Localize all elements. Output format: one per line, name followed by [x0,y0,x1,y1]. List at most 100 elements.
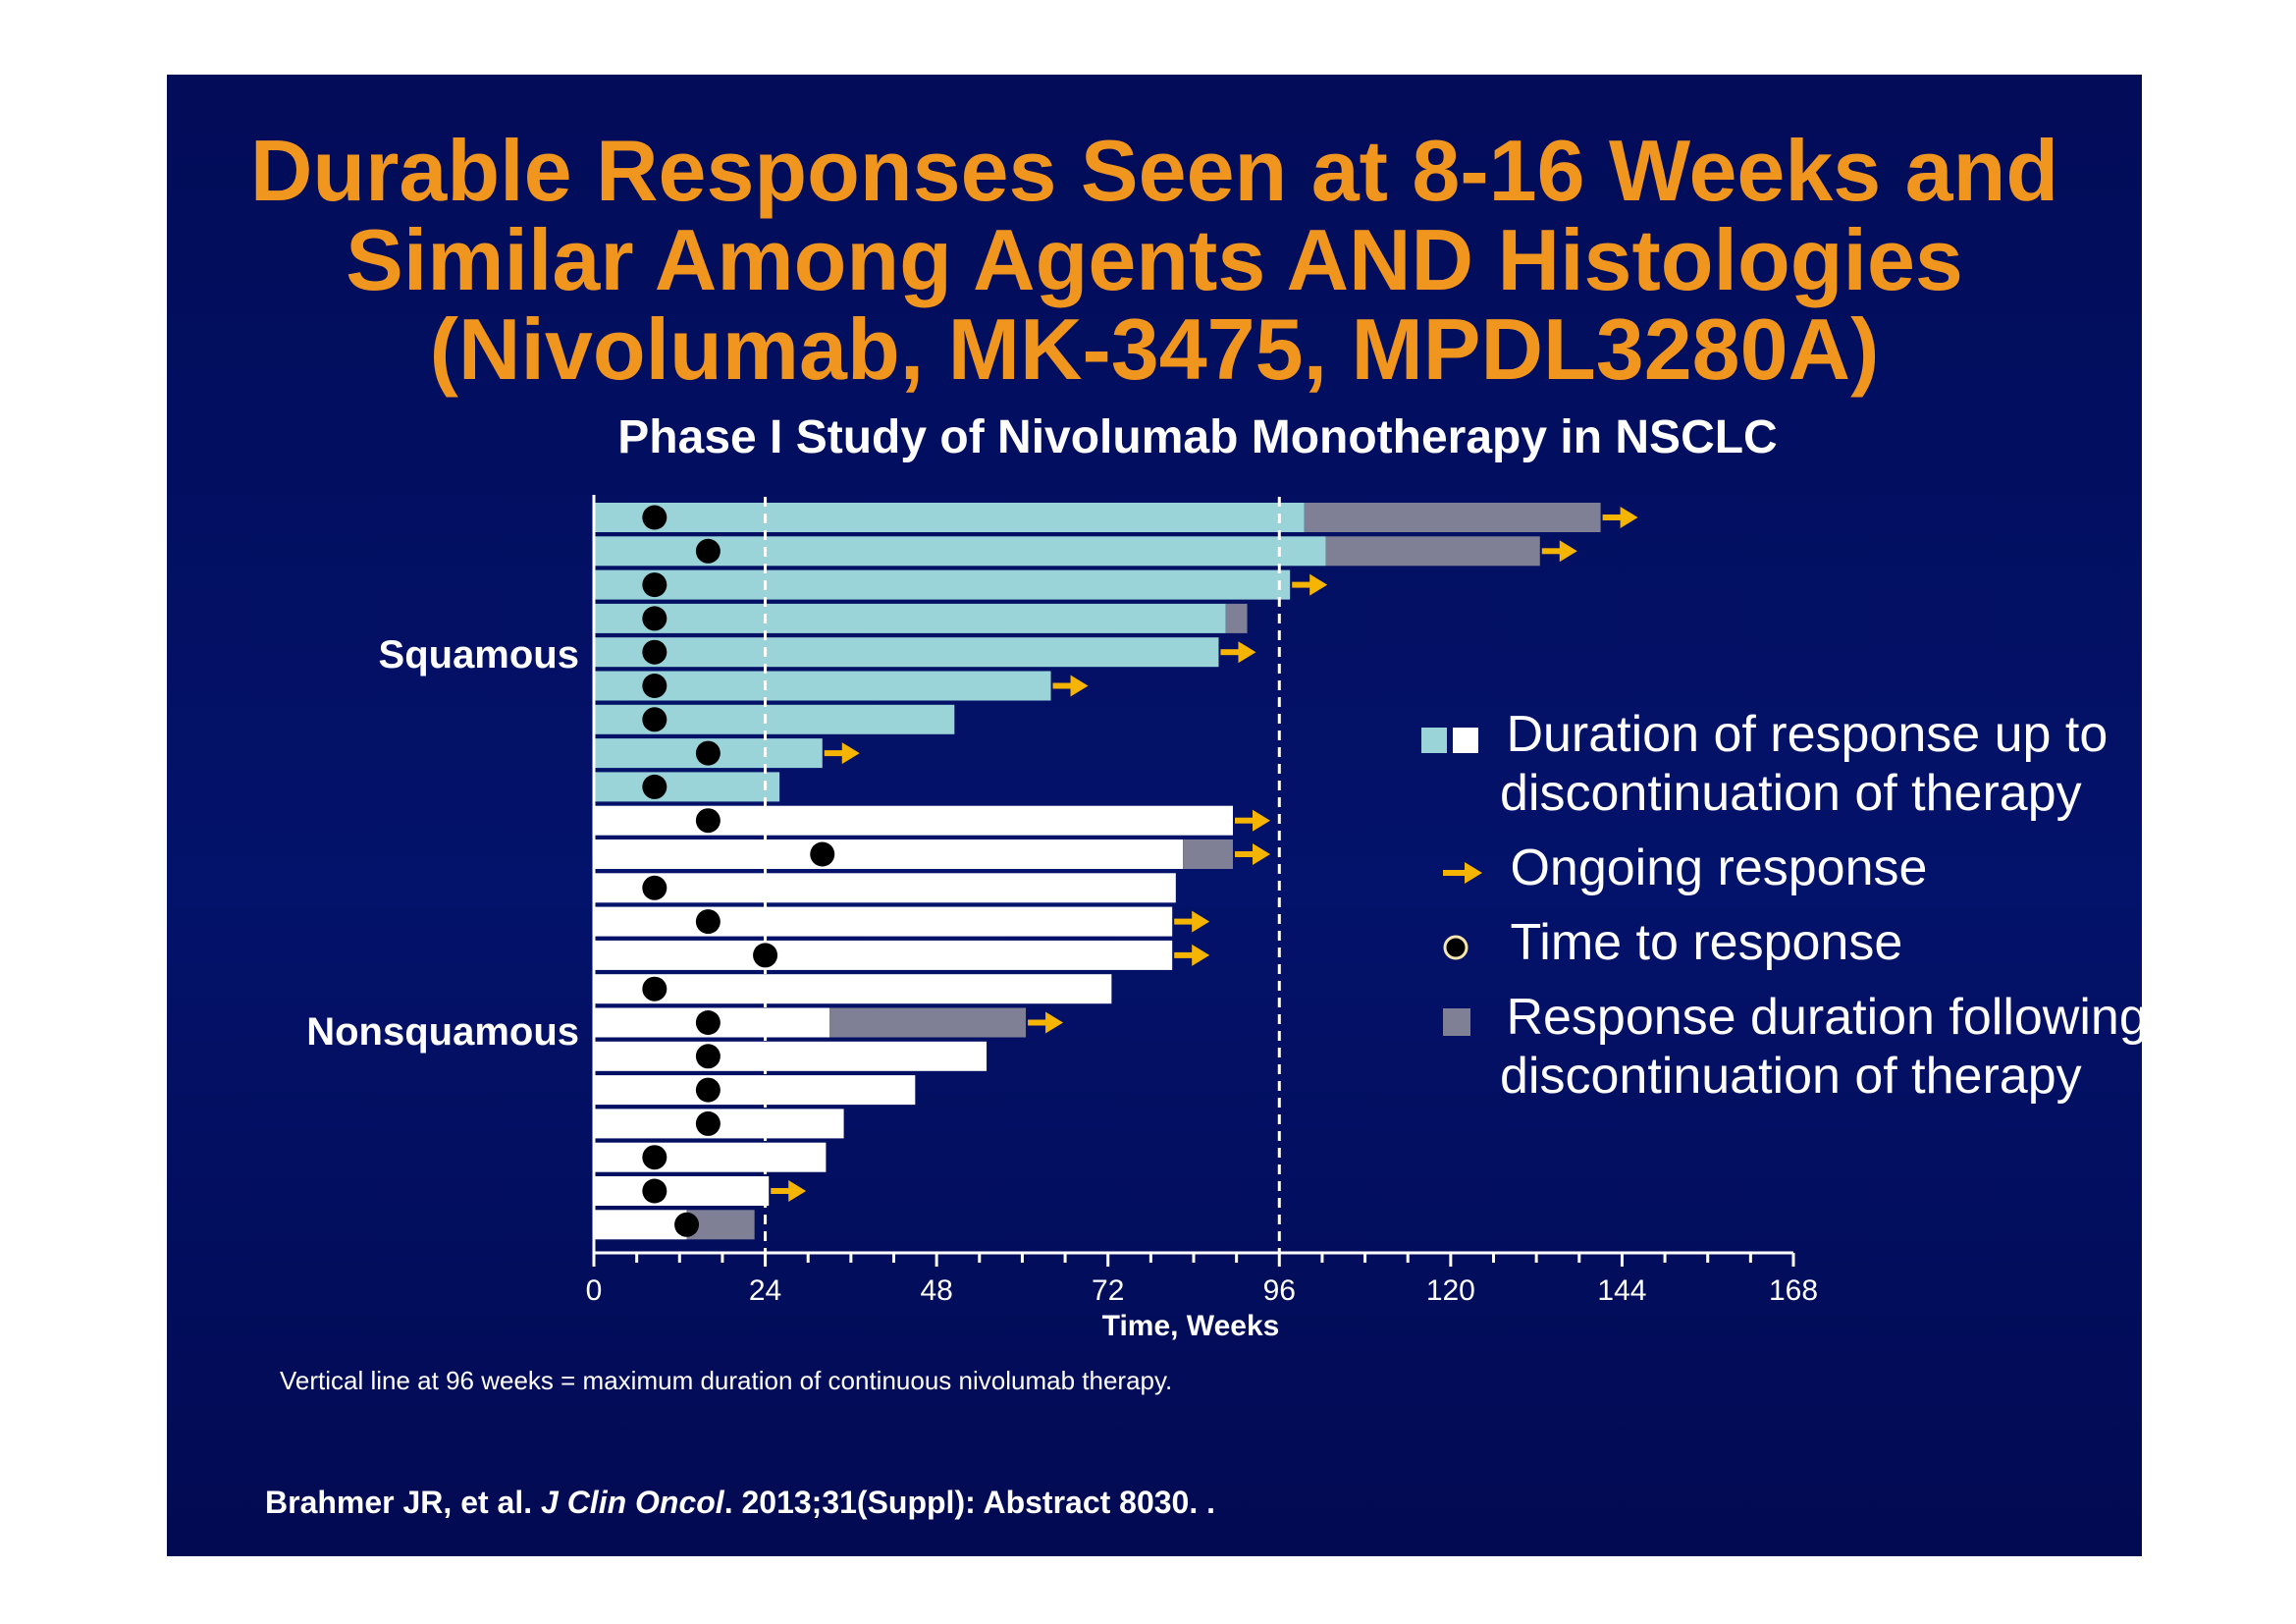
response-marker [674,1212,700,1237]
response-marker [695,740,721,766]
ongoing-arrow-head [1238,641,1256,664]
bar-on-therapy [594,1041,988,1071]
response-marker [642,1145,667,1170]
bar-on-therapy [594,1075,916,1106]
ongoing-arrow-shaft [1541,548,1562,555]
citation-details: . 2013;31(Suppl): Abstract 8030. . [723,1485,1216,1520]
response-marker [642,707,667,732]
ongoing-arrow-shaft [1052,682,1073,689]
ongoing-arrow-shaft [824,750,844,757]
ongoing-arrow-shaft [1235,851,1255,857]
ongoing-arrow-head [1192,944,1210,966]
x-tick-label: 144 [1597,1274,1646,1307]
bar-on-therapy [594,873,1176,903]
bar-on-therapy [594,569,1291,600]
legend-on-therapy-line-2: discontinuation of therapy [1500,765,2082,822]
legend-on-therapy: Duration of response up to [1421,705,2108,764]
bar-on-therapy [594,671,1051,701]
legend-swatch-nonsquamous [1453,728,1478,753]
bar-on-therapy [594,1210,687,1240]
bar-on-therapy [594,603,1226,633]
x-tick-label: 48 [920,1274,952,1307]
ongoing-arrow-head [841,742,860,765]
ongoing-arrow-head [1559,540,1577,563]
bar-on-therapy [594,503,1305,532]
legend-swatch-squamous [1421,728,1447,753]
bar-post-therapy [1183,839,1234,869]
ongoing-arrow-shaft [1220,649,1241,656]
x-tick-label: 168 [1769,1274,1818,1307]
x-tick-label: 72 [1092,1274,1124,1307]
bar-post-therapy [1325,536,1540,567]
slide-title-line-1: Durable Responses Seen at 8-16 Weeks and [249,122,2059,219]
legend-response: Time to response [1421,913,1902,972]
legend-ongoing: Ongoing response [1421,839,1927,897]
bar-on-therapy [594,1142,827,1172]
ongoing-arrow-head [1253,843,1271,865]
bar-on-therapy [594,839,1184,869]
ongoing-arrow-head [1070,675,1089,697]
response-marker [695,1010,721,1035]
legend-post-therapy: Response duration following [1421,988,2142,1047]
bar-on-therapy [594,637,1219,668]
footnote: Vertical line at 96 weeks = maximum dura… [280,1366,1173,1395]
ongoing-arrow-shaft [1174,918,1195,925]
ongoing-arrow-shaft [771,1188,791,1194]
ongoing-arrow-head [788,1180,807,1202]
response-marker [695,1077,721,1103]
citation-journal: J Clin Oncol [541,1485,724,1520]
bar-post-therapy [1225,603,1248,633]
ongoing-arrow-head [1309,573,1328,596]
response-marker [695,1110,721,1136]
response-marker [642,1178,667,1204]
slide-title-line-3: (Nivolumab, MK-3475, MPDL3280A) [429,300,1880,398]
response-marker [642,674,667,698]
ongoing-arrow-head [1620,507,1638,528]
ongoing-arrow-head [1253,809,1271,832]
ongoing-arrow-shaft [1602,514,1623,520]
x-tick-label: 96 [1263,1274,1296,1307]
ongoing-arrow-shaft [1235,817,1255,824]
bar-on-therapy [594,1176,770,1206]
ongoing-arrow-head [1045,1011,1064,1034]
bar-on-therapy [594,805,1234,836]
response-marker [753,943,778,968]
bar-on-therapy [594,940,1173,970]
bar-on-therapy [594,772,780,802]
legend-ongoing-label: Ongoing response [1510,839,1928,896]
bar-on-therapy [594,906,1173,937]
response-marker [695,538,721,564]
legend-on-therapy-line-1: Duration of response up to [1506,706,2109,763]
legend-post-therapy-line-2: discontinuation of therapy [1500,1048,2082,1105]
legend-post-therapy-cont: discontinuation of therapy [1421,1047,2082,1106]
response-marker [695,1044,721,1069]
x-axis-label: Time, Weeks [1102,1310,1280,1342]
citation-authors: Brahmer JR, et al. [265,1485,533,1520]
legend-marker-icon [1443,935,1468,960]
bar-post-therapy [829,1007,1027,1038]
group-label-squamous: Squamous [378,633,579,677]
ongoing-arrow-shaft [1028,1019,1048,1026]
bar-on-therapy [594,974,1112,1004]
legend-swatch-post-therapy [1443,1008,1470,1036]
response-marker [810,841,835,867]
legend-arrow-icon [1443,862,1482,884]
response-marker [695,808,721,834]
legend-on-therapy-cont: discontinuation of therapy [1421,764,2082,823]
x-tick-label: 0 [586,1274,603,1307]
ongoing-arrow-shaft [1292,581,1312,588]
response-marker [695,909,721,935]
legend-post-therapy-line-1: Response duration following [1506,989,2142,1046]
ongoing-arrow-shaft [1174,951,1195,958]
legend-response-label: Time to response [1510,914,1903,971]
response-marker [642,976,667,1001]
x-tick-label: 120 [1426,1274,1475,1307]
swimmer-plot: 0 24 48 72 96 120 144 168 Time, Weeks [586,495,1818,1342]
x-tick-label: 24 [749,1274,781,1307]
response-marker [642,606,667,631]
response-marker [642,505,667,530]
response-marker [642,639,667,665]
bar-post-therapy [1304,503,1601,532]
slide: Durable Responses Seen at 8-16 Weeks and… [167,75,2142,1556]
ongoing-arrow-head [1192,910,1210,933]
